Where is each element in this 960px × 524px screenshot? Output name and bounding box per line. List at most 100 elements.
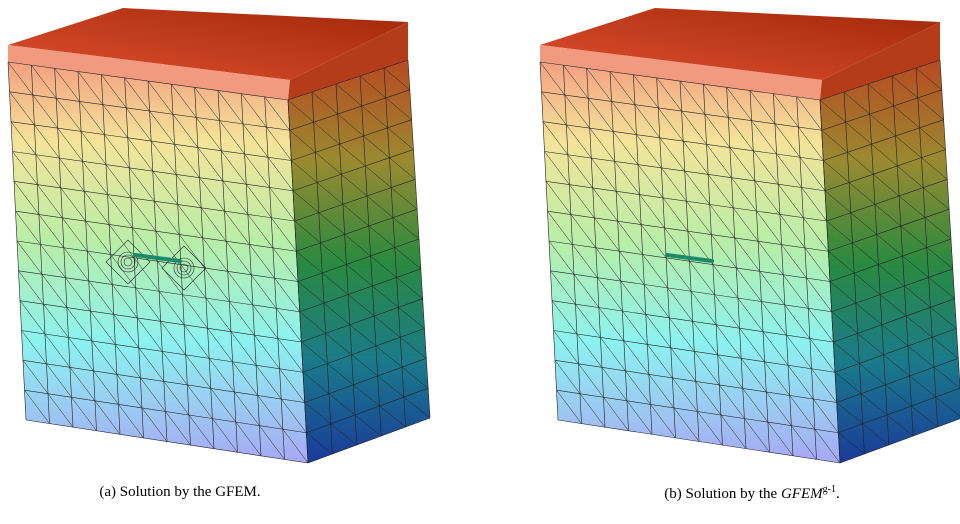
mesh-line xyxy=(831,311,858,334)
mesh-line xyxy=(107,194,133,229)
mesh-line xyxy=(656,77,682,112)
mesh-line xyxy=(217,90,244,124)
mesh-line xyxy=(194,87,220,121)
mesh-line xyxy=(598,307,625,342)
mesh-line xyxy=(222,180,249,215)
mesh-line xyxy=(37,184,63,218)
mesh-line xyxy=(400,337,427,359)
mesh-line xyxy=(591,157,617,192)
mesh-line xyxy=(116,374,143,409)
mesh-line xyxy=(347,294,375,317)
mesh-line xyxy=(544,151,570,185)
mesh-line xyxy=(728,117,754,151)
mesh-line xyxy=(22,360,49,394)
mesh-line xyxy=(828,208,950,252)
mesh-line xyxy=(823,119,944,161)
mesh-line xyxy=(781,244,807,279)
mesh-line xyxy=(824,190,851,213)
mesh-line xyxy=(235,421,262,456)
mesh-line xyxy=(366,195,394,218)
mesh-line xyxy=(65,277,91,312)
mesh-line xyxy=(898,195,926,218)
refinement xyxy=(173,257,195,279)
mesh-line xyxy=(280,398,307,433)
mesh-line xyxy=(18,270,44,305)
mesh-line xyxy=(149,110,175,145)
mesh-line xyxy=(301,298,423,343)
front-face xyxy=(540,62,840,463)
mesh-line xyxy=(751,120,777,155)
top-band xyxy=(540,45,822,100)
mesh-line xyxy=(707,174,734,208)
mesh-line xyxy=(212,418,238,453)
mesh-line xyxy=(341,174,368,197)
mesh-line xyxy=(297,281,325,304)
mesh-line xyxy=(824,149,946,192)
mesh-line xyxy=(695,381,722,416)
mesh-line xyxy=(196,117,222,151)
mesh-line xyxy=(69,367,96,401)
mesh-line xyxy=(59,157,85,192)
mesh-line xyxy=(682,140,709,175)
mesh-line xyxy=(662,197,689,232)
mesh-line xyxy=(247,214,274,249)
mesh-line xyxy=(661,167,687,202)
mesh-line xyxy=(368,225,395,248)
caption-superscript: g-1 xyxy=(822,484,836,495)
mesh-line xyxy=(158,291,185,325)
mesh-line xyxy=(219,120,245,155)
caption-b: (b) Solution by the GFEMg-1. xyxy=(664,484,839,503)
mesh-line xyxy=(753,150,779,185)
mesh-line xyxy=(625,370,651,405)
side-face xyxy=(820,60,960,463)
mesh-line xyxy=(776,153,802,188)
mesh-line xyxy=(926,247,953,270)
mesh-line xyxy=(88,280,114,315)
mesh-line xyxy=(767,421,794,456)
mesh-line xyxy=(289,130,316,153)
refinement xyxy=(179,263,189,273)
mesh-line xyxy=(259,425,285,460)
mesh-line xyxy=(31,65,57,99)
mesh-line xyxy=(389,157,416,180)
mesh-line xyxy=(611,101,637,135)
mesh-line xyxy=(266,126,292,161)
mesh-line xyxy=(879,294,907,317)
mesh-line xyxy=(349,324,377,347)
mesh-line xyxy=(112,284,138,319)
mesh-line xyxy=(150,140,177,175)
mesh-line xyxy=(291,160,318,183)
mesh-line xyxy=(689,261,715,295)
mesh-line xyxy=(563,65,589,99)
mesh-line xyxy=(684,170,710,205)
mesh-line xyxy=(299,268,421,313)
mesh-line xyxy=(394,247,421,270)
mesh-line xyxy=(672,377,698,412)
mesh-line xyxy=(547,211,573,245)
mesh-line xyxy=(160,321,186,356)
mesh-line xyxy=(377,375,404,398)
mesh-line xyxy=(587,98,614,132)
mesh-line xyxy=(12,151,38,185)
mesh-line xyxy=(845,121,872,145)
mesh-line xyxy=(636,134,662,169)
mesh-line xyxy=(68,337,94,372)
mesh-line xyxy=(679,80,706,115)
mesh-line xyxy=(854,272,881,295)
mesh-line xyxy=(257,395,284,430)
mesh-line xyxy=(857,333,884,355)
mesh-line xyxy=(647,344,673,379)
mesh-line xyxy=(379,405,406,428)
mesh-line xyxy=(188,414,215,449)
mesh-line xyxy=(826,220,853,244)
mesh-line xyxy=(396,277,423,299)
mesh-line xyxy=(821,89,942,131)
mesh-line xyxy=(359,75,386,99)
mesh-line xyxy=(594,217,620,252)
mesh-line xyxy=(637,164,664,199)
mesh-line xyxy=(304,358,427,403)
mesh-line xyxy=(554,360,581,394)
mesh-line xyxy=(754,180,781,215)
mesh-line xyxy=(911,405,938,428)
mesh-line xyxy=(673,407,700,442)
